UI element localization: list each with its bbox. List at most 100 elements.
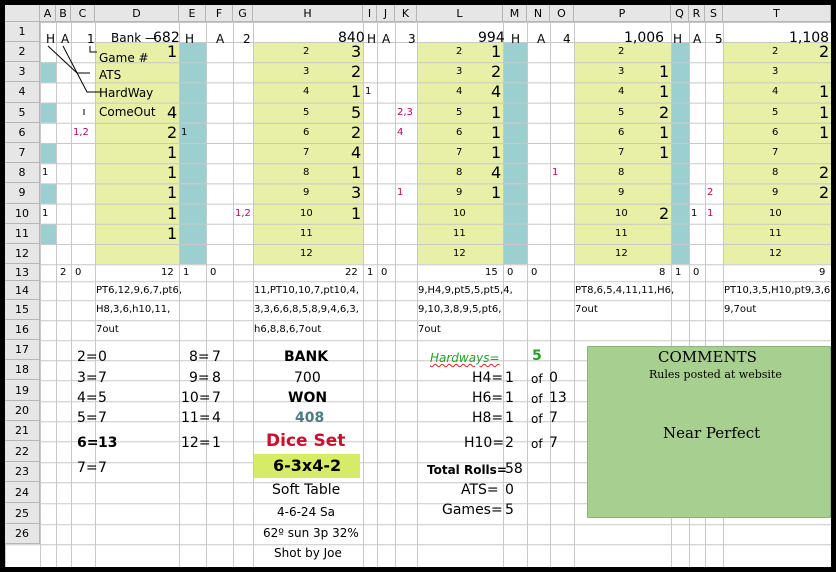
cell-q1[interactable]: H: [673, 32, 683, 46]
roll-count-8[interactable]: 2: [819, 163, 830, 183]
row-header-23[interactable]: 23: [5, 462, 40, 483]
roll-count-5[interactable]: 4: [167, 102, 178, 122]
note-h14[interactable]: 11,PT10,10,7,pt10,4,: [254, 285, 360, 297]
game-number-2[interactable]: 2: [303, 46, 310, 57]
game-number-4[interactable]: 4: [618, 86, 625, 98]
cell-i1[interactable]: H: [367, 32, 377, 46]
row-header-3[interactable]: 3: [5, 62, 40, 83]
total-t13[interactable]: 9: [819, 267, 826, 279]
game-number-10[interactable]: 10: [615, 207, 628, 219]
game-number-7[interactable]: 7: [456, 147, 463, 158]
column-header-H[interactable]: H: [253, 5, 363, 22]
column-header-T[interactable]: T: [723, 5, 831, 22]
roll-count-6[interactable]: 2: [167, 122, 178, 142]
roll-count-9[interactable]: 1: [491, 183, 502, 203]
game-number-12[interactable]: 12: [769, 248, 782, 259]
game-number-2[interactable]: 2: [772, 46, 779, 57]
game-number-10[interactable]: 10: [453, 207, 466, 219]
row-header-19[interactable]: 19: [5, 380, 40, 402]
mark-i4[interactable]: 1: [365, 86, 372, 98]
row-header-21[interactable]: 21: [5, 421, 40, 442]
game-number-11[interactable]: 11: [615, 227, 628, 239]
game-number-3[interactable]: 3: [303, 66, 310, 78]
cell-p1[interactable]: 1,006: [624, 30, 665, 46]
column-header-J[interactable]: J: [377, 5, 395, 22]
mark-s10[interactable]: 1: [707, 207, 714, 219]
row-header-25[interactable]: 25: [5, 503, 40, 525]
note-d14[interactable]: PT6,12,9,6,7,pt6,: [96, 285, 183, 297]
roll-count-8[interactable]: 1: [167, 163, 178, 183]
row-header-13[interactable]: 13: [5, 264, 40, 282]
game-number-5[interactable]: 5: [618, 106, 625, 118]
roll-count-9[interactable]: 1: [167, 183, 178, 203]
game-number-12[interactable]: 12: [615, 248, 628, 259]
note-d15[interactable]: H8,3,6,h10,11,: [96, 304, 171, 316]
game-number-6[interactable]: 6: [772, 126, 779, 138]
game-number-4[interactable]: 4: [456, 86, 463, 98]
cell-l1[interactable]: 994: [478, 30, 505, 46]
cell-k1[interactable]: 3: [408, 32, 416, 46]
roll-count-11[interactable]: 1: [167, 223, 178, 243]
game-number-8[interactable]: 8: [618, 167, 625, 179]
roll-count-8[interactable]: 4: [491, 163, 502, 183]
roll-count-9[interactable]: 3: [351, 183, 362, 203]
total-l13[interactable]: 15: [485, 267, 498, 279]
roll-count-2[interactable]: 2: [819, 42, 830, 61]
game-number-2[interactable]: 2: [618, 46, 625, 57]
roll-count-4[interactable]: 1: [659, 82, 670, 102]
roll-count-4[interactable]: 1: [351, 82, 362, 102]
row-header-17[interactable]: 17: [5, 340, 40, 361]
game-number-10[interactable]: 10: [769, 207, 782, 219]
game-number-3[interactable]: 3: [618, 66, 625, 78]
game-number-6[interactable]: 6: [618, 126, 625, 138]
column-header-R[interactable]: R: [689, 5, 705, 22]
note-d16[interactable]: 7out: [96, 324, 119, 336]
roll-count-2[interactable]: 1: [491, 42, 502, 61]
bank-label[interactable]: Bank —: [111, 31, 157, 45]
cell-c1[interactable]: 1: [87, 32, 95, 46]
column-header-F[interactable]: F: [206, 5, 233, 22]
roll-count-6[interactable]: 1: [491, 122, 502, 142]
row-header-26[interactable]: 26: [5, 524, 40, 545]
mark-k5[interactable]: 2,3: [397, 106, 413, 118]
row-header-14[interactable]: 14: [5, 281, 40, 301]
row-header-20[interactable]: 20: [5, 401, 40, 422]
comments-box[interactable]: [587, 346, 831, 518]
column-header-M[interactable]: M: [503, 5, 527, 22]
roll-count-5[interactable]: 1: [491, 102, 502, 122]
roll-count-7[interactable]: 4: [351, 143, 362, 162]
row-header-7[interactable]: 7: [5, 143, 40, 164]
roll-count-2[interactable]: 3: [351, 42, 362, 61]
total-d13[interactable]: 12: [161, 267, 174, 279]
roll-count-10[interactable]: 1: [351, 203, 362, 223]
game-number-9[interactable]: 9: [303, 187, 310, 199]
game-number-10[interactable]: 10: [300, 207, 313, 219]
game-number-5[interactable]: 5: [303, 106, 310, 118]
row-header-24[interactable]: 24: [5, 482, 40, 504]
game-number-5[interactable]: 5: [456, 106, 463, 118]
mark-a8[interactable]: 1: [42, 167, 49, 179]
game-number-9[interactable]: 9: [772, 187, 779, 199]
total-n13[interactable]: 0: [531, 267, 538, 279]
game-number-12[interactable]: 12: [453, 248, 466, 259]
game-number-7[interactable]: 7: [772, 147, 779, 158]
game-number-2[interactable]: 2: [456, 46, 463, 57]
note-l15[interactable]: 9,10,3,8,9,5,pt6,: [418, 304, 502, 316]
cell-s1[interactable]: 5: [715, 32, 723, 46]
column-header-L[interactable]: L: [417, 5, 503, 22]
roll-count-3[interactable]: 2: [351, 62, 362, 82]
game-number-6[interactable]: 6: [303, 126, 310, 138]
note-p14[interactable]: PT8,6,5,4,11,11,H6,: [575, 285, 675, 297]
roll-count-6[interactable]: 1: [819, 122, 830, 142]
total-r13[interactable]: 0: [693, 267, 700, 279]
column-header-O[interactable]: O: [550, 5, 574, 22]
row-header-11[interactable]: 11: [5, 223, 40, 244]
roll-count-10[interactable]: 2: [659, 203, 670, 223]
roll-count-2[interactable]: 1: [167, 42, 178, 61]
roll-count-10[interactable]: 1: [167, 203, 178, 223]
cell-f1[interactable]: A: [216, 32, 225, 46]
cell-e1[interactable]: H: [185, 32, 195, 46]
column-header-G[interactable]: G: [233, 5, 253, 22]
total-e13[interactable]: 1: [183, 267, 190, 279]
total-c13[interactable]: 0: [75, 267, 82, 279]
